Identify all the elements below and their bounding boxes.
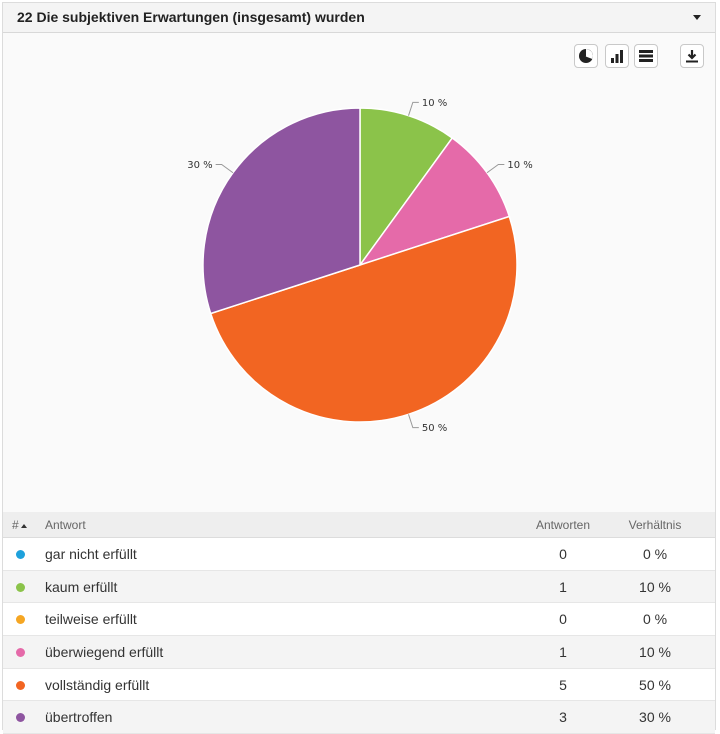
column-number-label: #	[12, 518, 19, 532]
table-row: kaum erfüllt 1 10 %	[3, 570, 715, 604]
column-header-number[interactable]: #	[12, 518, 27, 532]
answer-label: vollständig erfüllt	[45, 676, 150, 693]
sort-up-icon	[20, 524, 27, 528]
slice-label-connector	[408, 414, 419, 429]
question-title: 22 Die subjektiven Erwartungen (insgesam…	[17, 9, 365, 25]
answer-count: 0	[559, 546, 567, 562]
download-icon[interactable]	[680, 44, 704, 68]
pie-chart: 10 % 10 % 50 % 30 %	[3, 33, 715, 511]
chevron-down-icon[interactable]	[693, 15, 701, 20]
legend-dot	[16, 713, 25, 723]
answer-label: übertroffen	[45, 709, 113, 726]
legend-dot	[16, 680, 25, 690]
answer-label: gar nicht erfüllt	[45, 546, 137, 562]
table-row: vollständig erfüllt 5 50 %	[3, 668, 715, 702]
answer-count: 1	[559, 644, 567, 661]
slice-label: 10 %	[422, 98, 447, 109]
answer-count: 1	[559, 578, 567, 595]
slice-label-connector	[408, 101, 419, 116]
column-header-answer[interactable]: Antwort	[45, 518, 86, 532]
column-header-ratio[interactable]: Verhältnis	[628, 518, 682, 532]
slice-label: 30 %	[187, 160, 212, 171]
answer-percentage: 0 %	[642, 611, 668, 628]
pie-chart-svg: 10 % 10 % 50 % 30 %	[187, 98, 532, 434]
table-row: überwiegend erfüllt 1 10 %	[3, 636, 715, 669]
legend-dot	[16, 550, 25, 559]
answer-percentage: 10 %	[639, 578, 671, 595]
slice-label-connector	[215, 163, 234, 174]
slice-label: 10 %	[507, 160, 532, 171]
pie-slice[interactable]	[202, 107, 361, 315]
legend-dot	[16, 648, 25, 658]
question-header[interactable]: 22 Die subjektiven Erwartungen (insgesam…	[3, 3, 715, 33]
answer-percentage: 50 %	[639, 676, 671, 693]
answers-table: # Antwort Antworten Verhältnis gar nicht…	[3, 512, 715, 734]
slice-label: 50 %	[422, 423, 447, 434]
answer-label: überwiegend erfüllt	[45, 644, 164, 661]
answer-count: 5	[559, 676, 567, 693]
pie-chart-icon[interactable]	[574, 44, 598, 68]
bar-chart-icon[interactable]	[605, 44, 629, 68]
answer-percentage: 10 %	[639, 644, 671, 661]
answer-count: 0	[559, 611, 567, 628]
answer-count: 3	[559, 709, 567, 726]
answer-percentage: 0 %	[642, 546, 668, 562]
table-body: gar nicht erfüllt 0 0 % kaum erfüllt 1 10 % te…	[3, 538, 715, 734]
slice-label-connector	[486, 163, 505, 174]
answer-percentage: 30 %	[639, 709, 671, 726]
table-row: teilweise erfüllt 0 0 %	[3, 603, 715, 637]
answer-label: teilweise erfüllt	[45, 611, 137, 628]
column-header-count[interactable]: Antworten	[535, 518, 591, 532]
legend-dot	[16, 582, 25, 592]
table-header: # Antwort Antworten Verhältnis	[3, 512, 715, 538]
legend-dot	[16, 615, 25, 625]
answer-label: kaum erfüllt	[45, 578, 118, 595]
table-row: übertroffen 3 30 %	[3, 701, 715, 734]
table-icon[interactable]	[634, 44, 658, 68]
table-row: gar nicht erfüllt 0 0 %	[3, 538, 715, 571]
